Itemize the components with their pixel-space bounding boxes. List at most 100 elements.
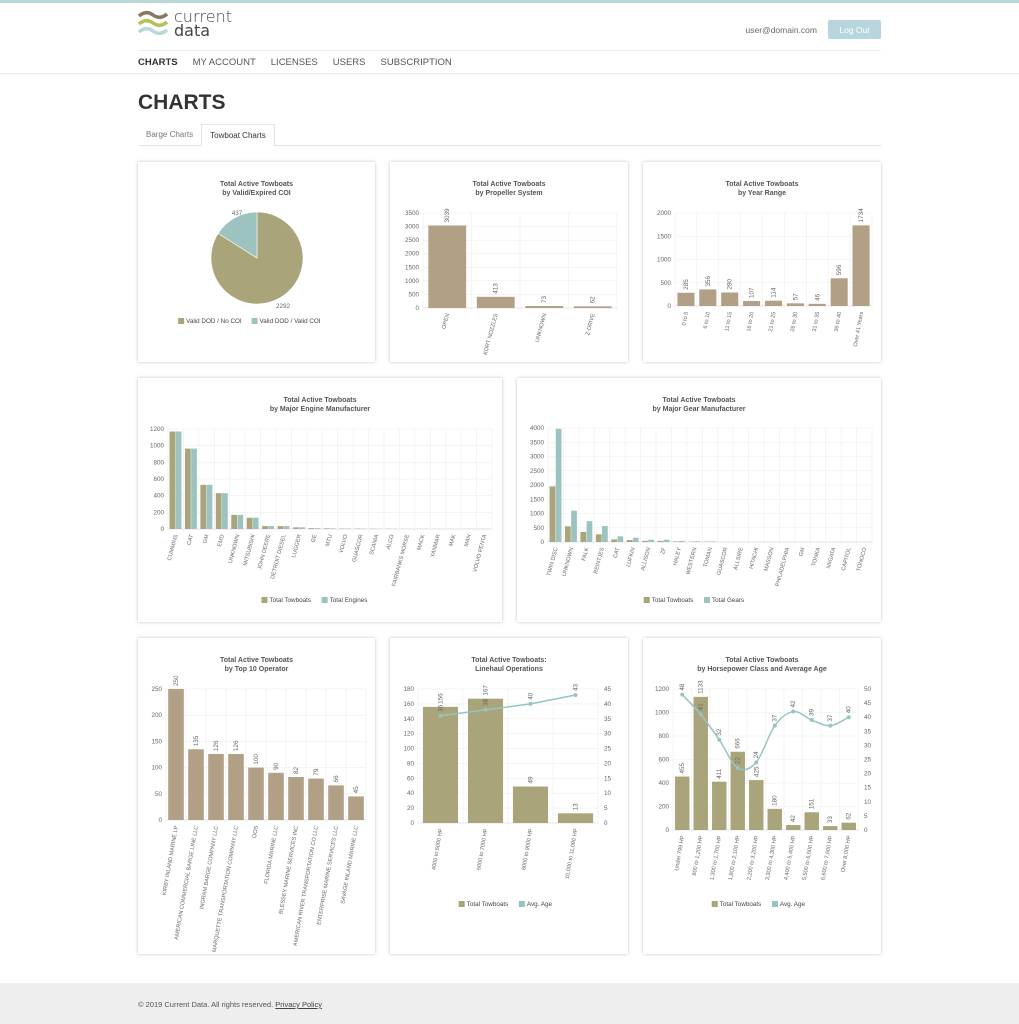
y-tick-label: 1500: [530, 496, 545, 503]
line-data-label: 43: [573, 683, 580, 691]
tab-towboat-charts[interactable]: Towboat Charts: [201, 124, 275, 147]
x-tick-label: SCANIA: [369, 534, 380, 556]
bar: [672, 541, 679, 542]
bar: [208, 753, 224, 820]
pie-data-label: 437: [232, 210, 243, 217]
x-tick-label: 8000 to 9000 HP: [521, 828, 534, 871]
bar: [823, 826, 838, 830]
bar-data-label: 73: [541, 296, 548, 304]
x-tick-label: 10,000 to 11,000 HP: [565, 828, 580, 879]
bar: [648, 539, 655, 542]
bar-data-label: 156: [438, 693, 445, 704]
logo[interactable]: current data: [138, 7, 232, 39]
bar: [699, 289, 717, 306]
y-tick-label: 100: [151, 765, 162, 772]
bar: [268, 772, 284, 820]
y-tick-label: 0: [410, 820, 414, 827]
y-tick-label: 1000: [657, 257, 672, 264]
nav-subscription[interactable]: SUBSCRIPTION: [380, 57, 452, 68]
nav-licenses[interactable]: LICENSES: [270, 57, 318, 68]
privacy-policy-link[interactable]: Privacy Policy: [275, 1000, 322, 1009]
bar: [314, 528, 321, 529]
y-tick-label: 200: [658, 804, 669, 811]
chart-card-operator: Total Active Towboats by Top 10 Operator 0…: [138, 638, 375, 954]
x-tick-label: 800 to 1,200 HP: [692, 835, 705, 876]
logout-button[interactable]: Log Out: [828, 20, 881, 39]
legend-swatch: [771, 901, 778, 907]
y2-tick-label: 0: [864, 827, 868, 834]
x-tick-label: ALLSIRE: [733, 547, 745, 571]
x-tick-label: ENTERPRISE MARINE SERVICES LLC: [317, 825, 340, 925]
bar: [206, 484, 213, 529]
y-tick-label: 800: [153, 459, 164, 466]
y-tick-label: 20: [407, 805, 415, 812]
x-tick-label: 1,800 to 2,100 HP: [728, 835, 742, 881]
bar: [175, 431, 182, 529]
nav-users[interactable]: USERS: [332, 57, 366, 68]
bar: [677, 292, 695, 306]
tab-barge-charts[interactable]: Barge Charts: [146, 130, 194, 139]
bar: [248, 767, 264, 820]
x-tick-label: FAIRBANKS MORSE: [391, 534, 411, 587]
bar: [712, 781, 727, 830]
line-point: [828, 723, 833, 728]
y-tick-label: 400: [153, 493, 164, 500]
y-tick-label: 1000: [150, 443, 165, 450]
x-tick-label: TONKA: [811, 547, 822, 567]
bar-data-label: 107: [749, 287, 756, 298]
bar: [749, 780, 764, 830]
y-tick-label: 3500: [405, 210, 420, 217]
bar: [852, 225, 870, 306]
x-tick-label: 26 to 30: [790, 311, 799, 332]
x-tick-label: 21 to 25: [768, 311, 777, 332]
y-tick-label: 2000: [530, 482, 545, 489]
bar-data-label: 62: [590, 296, 597, 304]
y-tick-label: 160: [403, 701, 414, 708]
x-tick-label: 4,400 to 5,400 HP: [783, 835, 797, 881]
chart-title: Total Active Towboats: [726, 181, 799, 188]
y-tick-label: 120: [403, 731, 414, 738]
bar-data-label: 596: [836, 264, 843, 275]
x-tick-label: SAVAGE INLAND MARINE LLC: [340, 825, 360, 904]
x-tick-label: UNKNOWN: [535, 313, 548, 343]
legend-swatch: [703, 597, 710, 603]
bar: [348, 796, 364, 820]
line-point: [772, 723, 777, 728]
y-tick-label: 60: [407, 775, 415, 782]
legend-label: Valid DOD / No COI: [186, 318, 242, 325]
nav-charts[interactable]: CHARTS: [138, 57, 178, 68]
y-tick-label: 1500: [405, 264, 420, 271]
y-tick-label: 0: [667, 303, 671, 310]
y-tick-label: 500: [660, 280, 671, 287]
bar: [786, 303, 804, 306]
y2-tick-label: 10: [604, 790, 612, 797]
chart-svg: Total Active Towboats by Propeller System…: [405, 181, 618, 356]
bar-data-label: 356: [705, 275, 712, 286]
x-tick-label: OPEN: [441, 313, 451, 330]
bar: [169, 431, 176, 529]
user-email: user@domain.com: [745, 25, 817, 35]
bar-data-label: 167: [483, 685, 490, 696]
bar-data-label: 180: [772, 795, 779, 806]
chart-tabs: Barge Charts Towboat Charts: [138, 124, 881, 147]
legend-swatch: [178, 318, 185, 324]
y2-tick-label: 25: [864, 757, 872, 764]
line-data-label: 24: [753, 751, 760, 759]
y-tick-label: 180: [403, 686, 414, 693]
y-tick-label: 50: [155, 791, 163, 798]
x-tick-label: GUASCOR: [716, 547, 729, 576]
logo-text-line1: current: [174, 7, 232, 26]
y-tick-label: 40: [407, 790, 415, 797]
main-nav: CHARTS MY ACCOUNT LICENSES USERS SUBSCRI…: [138, 57, 452, 68]
bar: [710, 541, 716, 542]
x-tick-label: GE: [311, 534, 319, 544]
line-data-label: 36: [438, 704, 445, 712]
bar: [252, 517, 259, 529]
chart-card-linehaul: Total Active Towboats: Linehaul Operation…: [390, 638, 628, 954]
chart-title: Total Active Towboats: [726, 657, 799, 664]
nav-my-account[interactable]: MY ACCOUNT: [192, 57, 256, 68]
x-tick-label: AMERICAN COMMERCIAL BARGE LINE LLC: [174, 825, 200, 940]
bar: [675, 776, 690, 830]
line-data-label: 42: [790, 700, 797, 708]
legend-swatch: [711, 901, 718, 907]
